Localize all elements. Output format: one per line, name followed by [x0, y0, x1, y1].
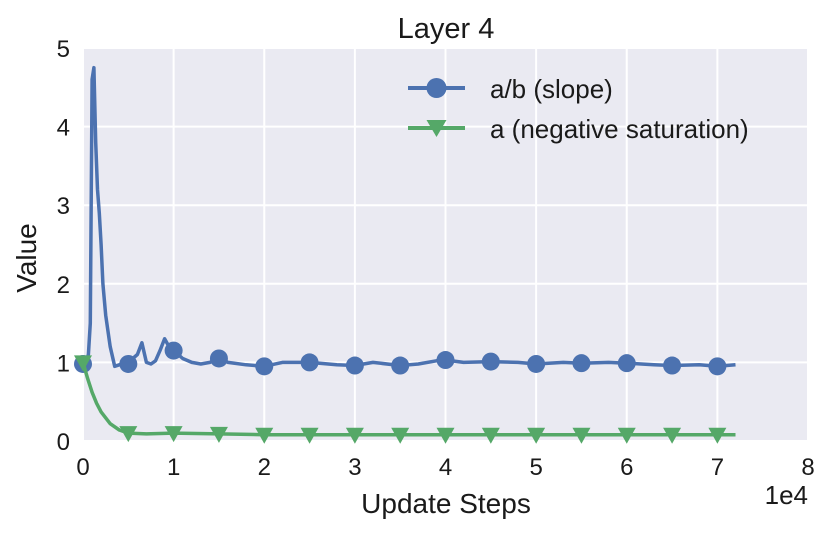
y-tick-label: 1	[57, 350, 70, 377]
y-axis-label: Value	[11, 223, 42, 293]
data-point	[345, 356, 364, 375]
legend-label-saturation: a (negative saturation)	[490, 114, 749, 144]
data-point	[572, 427, 591, 444]
data-point	[617, 354, 636, 373]
x-tick-label: 5	[529, 454, 542, 481]
data-point	[663, 356, 682, 375]
data-point	[663, 427, 682, 444]
data-point	[164, 426, 183, 443]
x-tick-label: 0	[76, 454, 89, 481]
data-point	[527, 354, 546, 373]
x-tick-label: 7	[711, 454, 724, 481]
data-point	[708, 427, 727, 444]
data-point	[436, 351, 455, 370]
x-tick-label: 6	[620, 454, 633, 481]
x-axis-offset-label: 1e4	[765, 480, 808, 510]
data-point	[481, 427, 500, 444]
x-tick-label: 1	[167, 454, 180, 481]
data-point	[119, 426, 138, 443]
data-point	[391, 427, 410, 444]
data-point	[255, 357, 274, 376]
data-point	[572, 354, 591, 373]
legend-circle-marker	[426, 78, 447, 98]
legend-entry-slope: a/b (slope)	[408, 74, 613, 104]
x-axis-label: Update Steps	[361, 488, 531, 519]
data-point	[481, 352, 500, 371]
y-tick-label: 0	[57, 429, 70, 456]
legend-entry-saturation: a (negative saturation)	[408, 114, 749, 144]
x-tick-label: 2	[258, 454, 271, 481]
data-point	[708, 357, 727, 376]
legend: a/b (slope) a (negative saturation)	[408, 74, 749, 144]
data-point	[300, 353, 319, 372]
series-saturation	[74, 355, 736, 444]
data-point	[527, 427, 546, 444]
data-point	[436, 427, 455, 444]
y-tick-label: 3	[57, 193, 70, 220]
series-line	[81, 361, 736, 437]
data-point	[391, 356, 410, 375]
data-point	[255, 427, 274, 444]
data-point	[345, 427, 364, 444]
data-point	[74, 355, 92, 372]
legend-label-slope: a/b (slope)	[490, 74, 613, 104]
data-point	[617, 427, 636, 444]
y-tick-label: 2	[57, 272, 70, 299]
x-tick-label: 4	[439, 454, 452, 481]
x-tick-label: 8	[801, 454, 814, 481]
data-point	[209, 426, 228, 443]
series-line	[82, 65, 736, 369]
data-point	[164, 341, 183, 360]
data-point	[209, 349, 228, 368]
chart-title: Layer 4	[398, 13, 495, 45]
y-tick-label: 4	[57, 115, 70, 142]
x-tick-label: 3	[348, 454, 361, 481]
data-point	[119, 354, 138, 373]
legend-triangle-marker	[426, 120, 447, 137]
y-tick-label: 5	[57, 36, 70, 63]
data-point	[300, 427, 319, 444]
tick-labels: 0 1 2 3 4 5 6 7 8 0 1 2 3 4 5	[57, 36, 815, 481]
series-slope	[74, 65, 736, 376]
series-layer	[74, 65, 736, 444]
